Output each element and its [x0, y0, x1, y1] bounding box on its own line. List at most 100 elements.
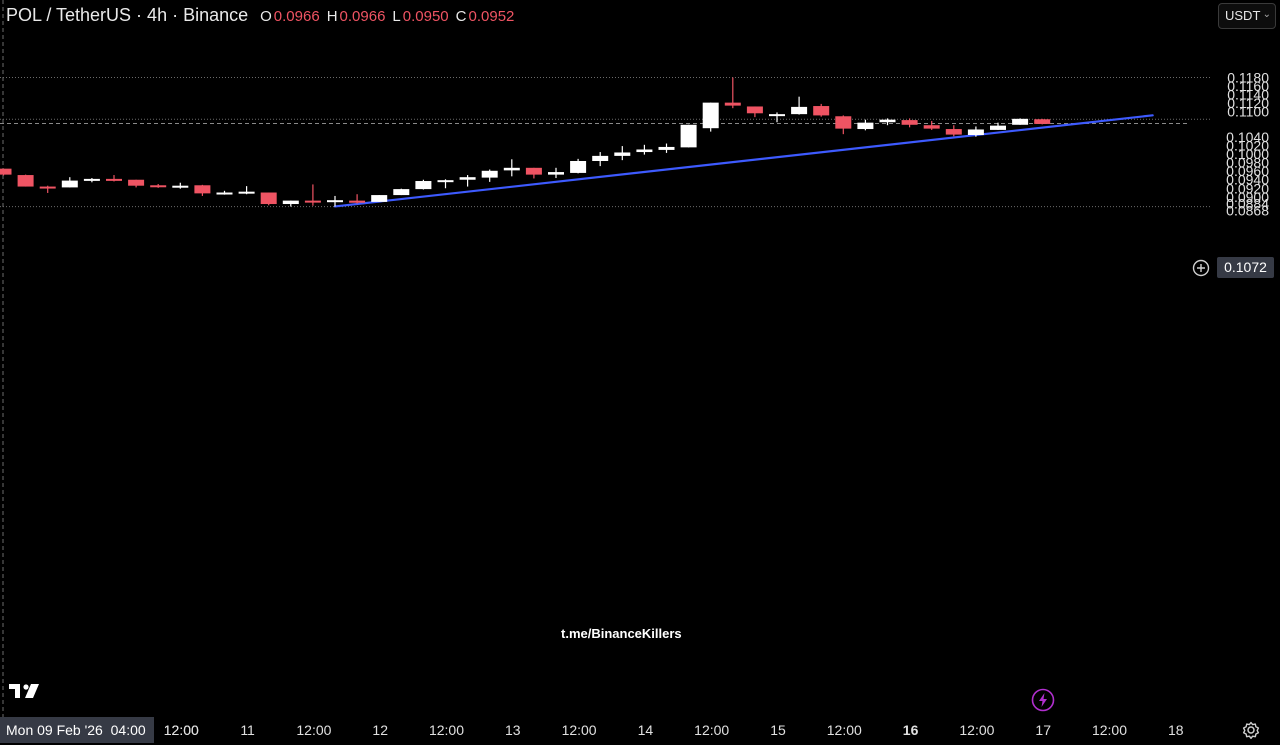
candle-body — [216, 192, 233, 195]
time-axis[interactable]: 12:00 11 12:00 12 12:00 13 12:00 14 12:00 15 12:00… — [164, 722, 1184, 738]
crosshair-time: 04:00 — [110, 722, 146, 738]
candle — [150, 184, 167, 188]
candle-body — [592, 155, 609, 161]
candle-body — [459, 177, 476, 180]
candle-body — [128, 179, 145, 186]
price-tick-label: 0.1020 — [1226, 138, 1269, 154]
price-tick-label: 0.1160 — [1227, 78, 1269, 94]
candle-body — [17, 175, 34, 187]
symbol-title[interactable]: POL / TetherUS · 4h · Binance — [6, 5, 249, 25]
candle-body — [791, 106, 808, 115]
low-value: 0.0950 — [402, 8, 449, 25]
candle — [61, 177, 78, 188]
candle-body — [548, 172, 564, 175]
trendline-layer[interactable] — [333, 114, 1154, 208]
time-tick-label: 12:00 — [827, 722, 862, 738]
candle-body — [990, 125, 1006, 130]
price-tick-label: 0.0920 — [1226, 180, 1269, 196]
candle — [39, 185, 56, 193]
price-tick-label: 0.1140 — [1227, 87, 1269, 103]
candle-body — [106, 178, 122, 181]
time-tick-label: 12:00 — [959, 722, 994, 738]
time-tick-label: 13 — [505, 722, 521, 738]
price-tick-label: 0.0980 — [1226, 155, 1269, 171]
high-value: 0.0966 — [339, 8, 386, 25]
candle — [503, 159, 520, 177]
price-tick-label: 0.1180 — [1227, 70, 1269, 86]
time-tick-label: 12:00 — [296, 722, 331, 738]
price-tick-label: 0.0900 — [1226, 189, 1269, 205]
candle-body — [415, 181, 432, 190]
candle — [371, 195, 388, 202]
candle — [260, 192, 277, 206]
candle — [879, 118, 896, 126]
price-tick-label: 0.0960 — [1226, 163, 1269, 179]
candle-body — [481, 170, 498, 178]
time-tick-label: 12:00 — [1092, 722, 1127, 738]
price-tick-label: 0.1000 — [1226, 146, 1269, 162]
horizontal-levels — [0, 0, 1212, 717]
candle — [923, 120, 940, 130]
candle — [857, 119, 874, 131]
tradingview-logo-icon[interactable] — [9, 682, 43, 700]
gear-icon — [1242, 721, 1260, 739]
time-tick-label: 12 — [372, 722, 388, 738]
close-value: 0.0952 — [468, 8, 515, 25]
time-tick-label: 15 — [770, 722, 786, 738]
candle — [945, 125, 962, 137]
candle — [658, 143, 675, 153]
candle — [327, 195, 343, 207]
close-label: C — [455, 8, 467, 25]
candle — [570, 158, 587, 174]
candle — [769, 112, 785, 123]
candle — [393, 188, 410, 196]
candle-body — [172, 185, 189, 188]
candle-body — [813, 106, 830, 116]
candle — [724, 77, 741, 109]
watermark-text: t.me/BinanceKillers — [561, 626, 682, 641]
settings-button[interactable] — [1241, 720, 1261, 740]
candle-body — [238, 191, 255, 194]
candle-body — [393, 189, 410, 196]
candle-body — [0, 168, 12, 175]
time-tick-label: 12:00 — [429, 722, 464, 738]
trendline[interactable] — [333, 114, 1154, 208]
candle-body — [967, 129, 984, 136]
candle — [548, 167, 564, 179]
candle-body — [879, 119, 896, 123]
lightning-button[interactable] — [1031, 688, 1055, 712]
candle — [83, 178, 100, 183]
candle-body — [150, 185, 167, 188]
candle — [680, 124, 697, 148]
candle-body — [83, 178, 100, 181]
price-tick-label: 0.1040 — [1226, 129, 1269, 145]
candle-body — [769, 114, 785, 117]
candle — [967, 126, 984, 137]
candle — [636, 144, 653, 155]
candle-body — [349, 200, 366, 203]
currency-selector[interactable]: USDT ⌄ — [1218, 3, 1276, 29]
candle-body — [658, 146, 675, 150]
current-price-label: 0.1072 — [1217, 257, 1274, 278]
candle-body — [614, 152, 631, 156]
candle-body — [1012, 118, 1029, 125]
candle-body — [437, 180, 454, 183]
chevron-down-icon: ⌄ — [1262, 9, 1271, 20]
candle-body — [194, 185, 211, 194]
candle — [791, 96, 808, 115]
open-label: O — [260, 8, 272, 25]
candle — [1012, 118, 1029, 125]
time-tick-label: 12:00 — [164, 722, 199, 738]
candle — [282, 200, 299, 207]
plus-circle-icon — [1192, 259, 1210, 277]
candle-body — [371, 195, 388, 202]
price-tick-label: 0.0868 — [1226, 202, 1269, 218]
candle — [702, 102, 719, 132]
low-label: L — [392, 8, 401, 25]
candle-body — [680, 124, 697, 148]
add-alert-button[interactable] — [1191, 258, 1211, 278]
time-tick-label: 16 — [903, 722, 919, 738]
